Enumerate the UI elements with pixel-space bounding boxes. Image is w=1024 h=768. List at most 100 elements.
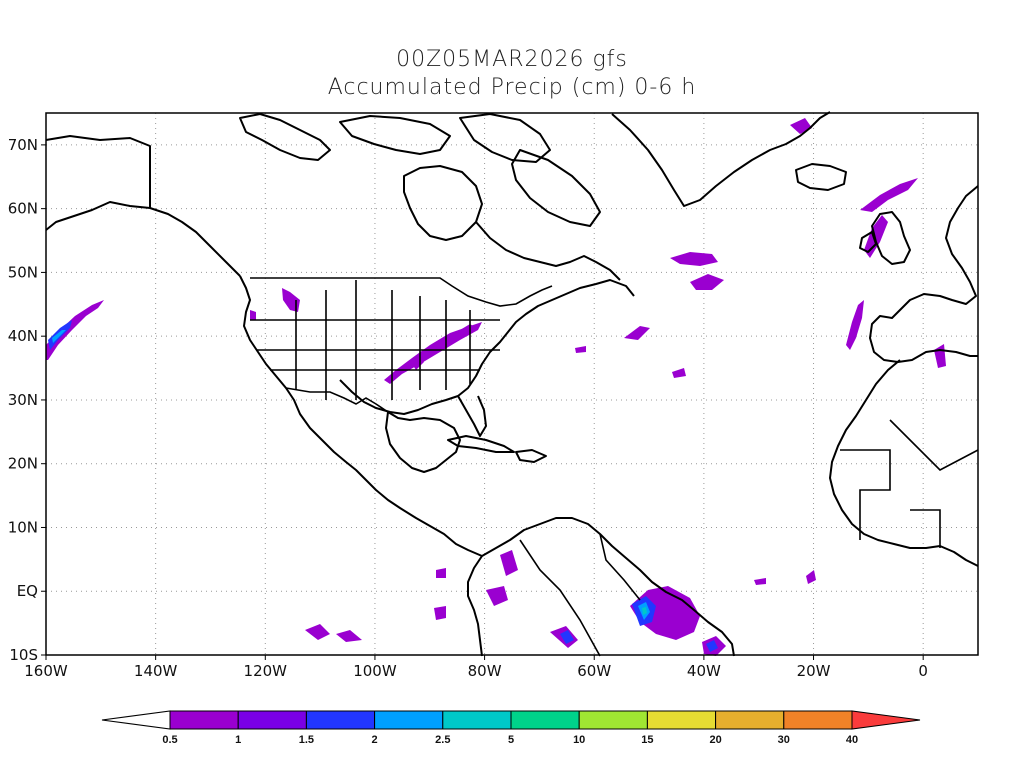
coast-uk	[871, 211, 911, 265]
border-south-america-2	[599, 533, 641, 601]
precip-atlantic-north-2	[690, 274, 724, 290]
precip-andes	[500, 550, 518, 576]
precip-africa-coast	[806, 570, 816, 584]
coast-arctic-3	[459, 113, 551, 163]
map-frame	[45, 112, 979, 656]
coast-arctic-2	[339, 115, 451, 155]
colorbar-segment	[305, 710, 376, 730]
precip-ohio-valley-band	[384, 322, 482, 384]
precip-ohio-valley-dot	[460, 324, 476, 336]
x-tick-label: 120W	[244, 662, 288, 680]
precip-atlantic-north	[670, 252, 718, 266]
y-tick-label: 10N	[8, 518, 38, 536]
colorbar-label: 30	[778, 734, 790, 746]
border-africa-2	[889, 419, 979, 548]
colorbar-segment	[646, 710, 717, 730]
border-us-states-2	[250, 319, 500, 371]
colorbar: 0.5 1 1.5 2 2.5 5 10 15 20 30 40	[101, 710, 921, 746]
coast-florida	[457, 395, 487, 437]
map-title: 00Z05MAR2026 gfs	[396, 47, 628, 72]
x-tick-label: 0	[918, 662, 928, 680]
y-tick-label: 10S	[9, 646, 38, 664]
colorbar-label: 40	[846, 734, 858, 746]
x-tick-label: 20W	[797, 662, 831, 680]
x-tick-label: 160W	[24, 662, 68, 680]
x-axis: 160W 140W 120W 100W 80W 60W 40W 20W 0	[24, 655, 928, 680]
precip-atlantic-small-2	[754, 578, 766, 585]
coastlines	[45, 111, 979, 657]
coast-alaska	[45, 135, 241, 277]
colorbar-segment	[510, 710, 580, 730]
precip-greenland-coast	[790, 118, 812, 134]
y-tick-label: EQ	[17, 582, 38, 600]
coast-labrador	[475, 221, 621, 281]
border-us-mexico	[285, 387, 389, 413]
y-tick-label: 30N	[8, 391, 38, 409]
coast-south-america	[481, 517, 735, 657]
coast-west-north-america	[239, 275, 483, 557]
precip-peru-core	[560, 630, 574, 644]
precip-pacific-west-center	[52, 330, 66, 343]
x-tick-label: 140W	[134, 662, 178, 680]
coast-gulf-coast	[339, 279, 635, 415]
borders	[149, 146, 979, 657]
precip-uk-band	[860, 178, 918, 212]
coast-iceland	[795, 163, 847, 191]
precip-mid-atlantic-dot	[672, 368, 686, 378]
colorbar-label: 0.5	[162, 734, 177, 746]
coast-south-america-west	[467, 555, 483, 657]
y-tick-label: 70N	[8, 136, 38, 154]
precip-uk-west	[864, 215, 888, 258]
map-subtitle: Accumulated Precip (cm) 0-6 h	[327, 75, 697, 100]
coast-europe	[869, 185, 979, 363]
coast-hispaniola	[515, 449, 547, 463]
coast-arctic-1	[239, 113, 331, 161]
precip-gulf-dot	[436, 568, 446, 578]
precip-amazon-east-core	[706, 640, 718, 652]
precip-oregon	[250, 310, 256, 320]
precip-pacific-west	[46, 300, 104, 360]
precip-pacific-eq-2	[336, 630, 362, 642]
colorbar-segment	[374, 710, 444, 730]
colorbar-segment	[783, 710, 853, 730]
y-tick-label: 50N	[8, 263, 38, 281]
y-tick-label: 20N	[8, 455, 38, 473]
colorbar-label: 10	[573, 734, 585, 746]
colorbar-label: 2	[372, 734, 378, 746]
precip-amazon-center-2	[642, 607, 647, 615]
coast-yucatan	[385, 411, 461, 473]
colorbar-segment	[237, 710, 307, 730]
colorbar-under-triangle	[101, 710, 171, 730]
border-south-america-1	[519, 539, 601, 657]
border-us-canada	[250, 277, 553, 307]
colorbar-label: 20	[709, 734, 721, 746]
precip-atlantic-mid	[624, 326, 650, 340]
x-tick-label: 80W	[468, 662, 502, 680]
coast-greenland	[611, 111, 831, 207]
precip-shading	[46, 118, 946, 656]
colorbar-label: 5	[508, 734, 514, 746]
colorbar-label: 2.5	[435, 734, 450, 746]
colorbar-segment	[169, 710, 239, 730]
x-tick-label: 60W	[577, 662, 611, 680]
colorbar-label: 15	[641, 734, 653, 746]
precip-mediterranean	[934, 344, 946, 368]
colorbar-over-triangle	[851, 710, 921, 730]
graticule	[45, 113, 978, 656]
border-us-states-1	[295, 280, 471, 400]
precip-colombia	[486, 586, 508, 606]
precip-pacific-eq	[305, 624, 330, 640]
precip-galapagos	[434, 606, 446, 620]
y-tick-label: 40N	[8, 327, 38, 345]
coast-baffin	[511, 149, 601, 227]
colorbar-label: 1.5	[299, 734, 314, 746]
precip-atlantic-small	[575, 346, 586, 353]
coast-africa	[829, 359, 979, 567]
colorbar-segment	[715, 710, 785, 730]
colorbar-segment	[442, 710, 512, 730]
precip-iberia-west	[846, 300, 864, 350]
precip-idaho	[282, 288, 300, 312]
x-tick-label: 100W	[353, 662, 397, 680]
precip-caribbean	[412, 356, 424, 370]
